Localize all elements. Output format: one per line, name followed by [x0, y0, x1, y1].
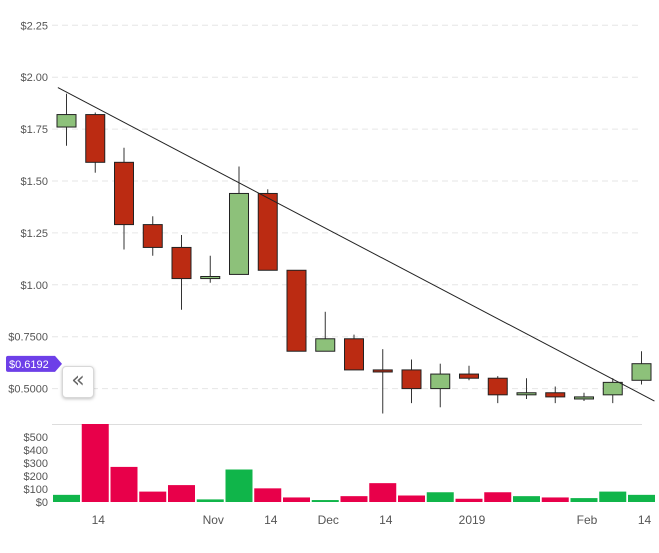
volume-bar	[196, 499, 224, 502]
volume-bar	[398, 495, 425, 502]
volume-bar	[53, 494, 80, 502]
volume-tick-label: $500	[24, 432, 48, 444]
time-axis: 14 Nov 14 Dec 14 2019 Feb 14	[92, 513, 652, 527]
price-gridlines	[52, 24, 642, 390]
volume-bar	[110, 466, 138, 502]
price-tick-label: $1.75	[20, 124, 48, 136]
time-axis-label: 14	[92, 513, 106, 527]
candle-body	[430, 373, 451, 390]
volume-bar	[484, 492, 512, 502]
volume-bar	[628, 494, 655, 502]
volume-bar	[283, 497, 310, 502]
time-axis-label: Dec	[318, 513, 339, 527]
volume-bar	[254, 488, 282, 502]
volume-bar	[168, 485, 195, 502]
candle-body	[315, 338, 336, 352]
volume-bar	[599, 491, 627, 502]
scroll-left-button[interactable]: «	[62, 366, 94, 398]
volume-bar	[426, 492, 454, 502]
volume-tick-label: $400	[24, 445, 48, 457]
price-tick-label: $0.5000	[8, 384, 48, 396]
current-price-badge: $0.6192	[6, 355, 62, 372]
candle-body	[257, 192, 278, 271]
volume-bar	[455, 498, 483, 502]
candle-body	[487, 377, 508, 396]
volume-tick-label: $300	[24, 458, 48, 470]
candle-body	[229, 192, 249, 275]
candle-body	[459, 373, 479, 379]
volume-bar	[225, 469, 253, 502]
candle-body	[631, 363, 652, 381]
volume-bar	[369, 483, 397, 502]
candle-body	[85, 114, 106, 163]
volume-tick-label: $0	[36, 497, 48, 509]
price-tick-label: $2.25	[20, 20, 48, 32]
candle-body	[114, 161, 134, 226]
price-tick-label: $1.00	[20, 280, 48, 292]
volume-axis: $500$400$300$200$100$0	[24, 432, 48, 509]
volume-bars	[53, 424, 655, 502]
time-axis-label: Feb	[577, 513, 598, 527]
price-tick-label: $0.7500	[8, 332, 48, 344]
candle-body	[372, 369, 393, 373]
time-axis-label: Nov	[203, 513, 224, 527]
candle-body	[545, 392, 566, 398]
price-tick-label: $2.00	[20, 72, 48, 84]
volume-tick-label: $200	[24, 471, 48, 483]
candle-body	[56, 114, 77, 128]
candle-body	[142, 224, 163, 248]
volume-bar	[81, 424, 109, 502]
candlesticks	[56, 93, 652, 414]
price-tick-label: $1.50	[20, 176, 48, 188]
price-tick-label: $1.25	[20, 228, 48, 240]
time-axis-label: 14	[379, 513, 393, 527]
time-axis-label: 2019	[459, 513, 486, 527]
candle-body	[516, 392, 537, 396]
volume-tick-label: $100	[24, 484, 48, 496]
double-chevron-left-icon: «	[71, 368, 85, 393]
current-price-label: $0.6192	[9, 359, 49, 371]
candle-body	[200, 275, 221, 280]
candle-body	[344, 338, 364, 371]
candle-body	[401, 369, 422, 390]
current-price-badge-shape	[6, 355, 62, 372]
price-axis: $2.25 $2.00 $1.75 $1.50 $1.25 $1.00 $0.7500 $0.…	[8, 20, 48, 395]
candle-body	[286, 269, 307, 352]
volume-bar	[139, 491, 167, 502]
candle-body	[171, 246, 192, 280]
volume-bar	[513, 496, 540, 502]
volume-bar	[340, 496, 368, 502]
candle-body	[574, 396, 594, 400]
trendline	[57, 87, 655, 402]
volume-bar	[541, 497, 569, 502]
volume-bar	[570, 498, 598, 502]
candle-body	[602, 381, 623, 396]
time-axis-label: 14	[264, 513, 278, 527]
volume-bar	[311, 500, 339, 502]
time-axis-label: 14	[638, 513, 652, 527]
